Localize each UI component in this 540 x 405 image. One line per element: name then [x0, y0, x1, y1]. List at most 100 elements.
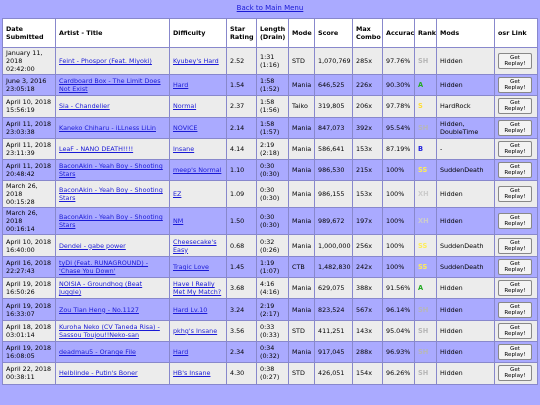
beatmap-title-link[interactable]: Cardboard Box - The Limit Does Not Exist	[59, 77, 161, 94]
star-rating-cell: 3.56	[226, 319, 257, 342]
title-cell: Dendei - gabe power	[55, 234, 170, 257]
max-combo-cell: 288x	[352, 340, 383, 364]
get-replay-button[interactable]: Get Replay!	[498, 280, 532, 297]
difficulty-link[interactable]: Insane	[173, 145, 195, 154]
header-artist-title: Artist - Title	[55, 18, 170, 48]
get-replay-button[interactable]: Get Replay!	[498, 53, 532, 69]
mods-cell: Hidden	[436, 362, 495, 385]
difficulty-link[interactable]: NM	[173, 217, 184, 226]
score-cell: 1,482,830	[314, 255, 353, 279]
get-replay-button[interactable]: Get Replay!	[498, 186, 532, 203]
difficulty-link[interactable]: meep's Normal	[173, 166, 222, 175]
get-replay-button[interactable]: Get Replay!	[498, 344, 532, 361]
header-accuracy: Accuracy	[382, 18, 415, 48]
mods-cell: SuddenDeath	[436, 255, 495, 279]
star-rating-cell: 0.68	[226, 234, 257, 257]
replays-table: Date Submitted Artist - Title Difficulty…	[2, 18, 538, 385]
difficulty-link[interactable]: Cheesecake's Easy	[173, 237, 217, 254]
get-replay-button[interactable]: Get Replay!	[498, 301, 532, 318]
date-cell: April 19, 2018 16:33:07	[2, 298, 56, 321]
star-rating-cell: 1.10	[226, 159, 257, 182]
back-to-main-menu-link[interactable]: Back to Main Menu	[236, 4, 304, 12]
mods-cell: Hidden	[436, 277, 495, 300]
length-cell: 1:31 (1:16)	[256, 47, 289, 75]
date-cell: March 26, 2018 00:15:28	[2, 180, 56, 209]
get-replay-button[interactable]: Get Replay!	[498, 258, 532, 275]
mode-cell: Mania	[288, 207, 315, 236]
star-rating-cell: 2.34	[226, 340, 257, 364]
beatmap-title-link[interactable]: Dendei - gabe power	[59, 241, 126, 250]
date-cell: June 3, 2016 23:05:18	[2, 73, 56, 97]
rank-badge: SS	[418, 241, 428, 250]
beatmap-title-link[interactable]: tyDi (Feat. RUNAGROUND) - 'Chase You Dow…	[59, 258, 149, 275]
title-cell: Helblinde - Putin's Boner	[55, 362, 170, 385]
mode-cell: Mania	[288, 277, 315, 300]
beatmap-title-link[interactable]: Feint - Phospor (Feat. Miyoki)	[59, 57, 152, 65]
star-rating-cell: 2.14	[226, 116, 257, 139]
header-star-rating: Star Rating	[226, 18, 257, 48]
date-cell: March 26, 2018 00:16:14	[2, 207, 56, 236]
osr-link-cell: Get Replay!	[494, 207, 538, 236]
rank-badge: S	[418, 102, 423, 111]
length-cell: 1:58 (1:57)	[256, 116, 289, 139]
rank-cell: SH	[414, 298, 437, 321]
get-replay-button[interactable]: Get Replay!	[498, 213, 532, 230]
star-rating-cell: 1.45	[226, 255, 257, 279]
beatmap-title-link[interactable]: Kuroha Neko (CV Taneda Risa) - Sassou To…	[59, 322, 160, 339]
get-replay-button[interactable]: Get Replay!	[498, 119, 532, 136]
difficulty-cell: pkhg's Insane	[169, 319, 227, 342]
rank-cell: SH	[414, 47, 437, 75]
get-replay-button[interactable]: Get Replay!	[498, 237, 532, 254]
get-replay-button[interactable]: Get Replay!	[498, 141, 532, 158]
get-replay-button[interactable]: Get Replay!	[498, 98, 532, 115]
difficulty-link[interactable]: HB's Insane	[173, 369, 211, 378]
beatmap-title-link[interactable]: Zou Tian Heng - No.1127	[59, 305, 139, 314]
difficulty-link[interactable]: Hard	[173, 348, 189, 357]
difficulty-link[interactable]: pkhg's Insane	[173, 326, 218, 335]
get-replay-button[interactable]: Get Replay!	[498, 77, 532, 94]
star-rating-cell: 2.52	[226, 47, 257, 75]
title-cell: NOISIA - Groundhog (Beat Juggle)	[55, 277, 170, 300]
mode-cell: STD	[288, 319, 315, 342]
beatmap-title-link[interactable]: deadmau5 - Orange File	[59, 348, 136, 357]
rank-cell: XH	[414, 207, 437, 236]
beatmap-title-link[interactable]: BaconAkin - Yeah Boy - Shooting Stars	[59, 162, 163, 179]
beatmap-title-link[interactable]: BaconAkin - Yeah Boy - Shooting Stars	[59, 186, 163, 203]
accuracy-cell: 100%	[382, 234, 415, 257]
title-cell: LeaF - NANO DEATH!!!!	[55, 137, 170, 161]
difficulty-link[interactable]: Hard	[173, 81, 189, 90]
difficulty-link[interactable]: NOVICE	[173, 123, 198, 132]
beatmap-title-link[interactable]: Sia - Chandelier	[59, 102, 110, 111]
difficulty-link[interactable]: Kyubey's Hard	[173, 57, 219, 65]
osr-link-cell: Get Replay!	[494, 340, 538, 364]
score-cell: 319,805	[314, 95, 353, 118]
beatmap-title-link[interactable]: Kaneko Chiharu - iLLness LiLin	[59, 123, 156, 132]
mods-cell: Hidden	[436, 47, 495, 75]
max-combo-cell: 154x	[352, 362, 383, 385]
difficulty-link[interactable]: Hard Lv.10	[173, 305, 208, 314]
difficulty-cell: Have I Really Met My Match?	[169, 277, 227, 300]
table-header-row: Date Submitted Artist - Title Difficulty…	[2, 18, 538, 48]
difficulty-link[interactable]: EZ	[173, 190, 182, 199]
difficulty-link[interactable]: Normal	[173, 102, 197, 111]
beatmap-title-link[interactable]: LeaF - NANO DEATH!!!!	[59, 145, 134, 154]
title-cell: deadmau5 - Orange File	[55, 340, 170, 364]
title-cell: BaconAkin - Yeah Boy - Shooting Stars	[55, 180, 170, 209]
get-replay-button[interactable]: Get Replay!	[498, 322, 532, 339]
beatmap-title-link[interactable]: Helblinde - Putin's Boner	[59, 369, 138, 378]
osr-link-cell: Get Replay!	[494, 137, 538, 161]
get-replay-button[interactable]: Get Replay!	[498, 162, 532, 179]
max-combo-cell: 256x	[352, 234, 383, 257]
get-replay-button[interactable]: Get Replay!	[498, 365, 532, 382]
difficulty-link[interactable]: Have I Really Met My Match?	[173, 280, 222, 297]
length-cell: 0:30 (0:30)	[256, 159, 289, 182]
difficulty-cell: NOVICE	[169, 116, 227, 139]
score-cell: 426,051	[314, 362, 353, 385]
osr-link-cell: Get Replay!	[494, 319, 538, 342]
max-combo-cell: 285x	[352, 47, 383, 75]
header-rank: Rank	[414, 18, 437, 48]
mods-cell: Hidden	[436, 180, 495, 209]
difficulty-link[interactable]: Tragic Love	[173, 262, 209, 271]
beatmap-title-link[interactable]: BaconAkin - Yeah Boy - Shooting Stars	[59, 213, 163, 230]
beatmap-title-link[interactable]: NOISIA - Groundhog (Beat Juggle)	[59, 280, 143, 297]
